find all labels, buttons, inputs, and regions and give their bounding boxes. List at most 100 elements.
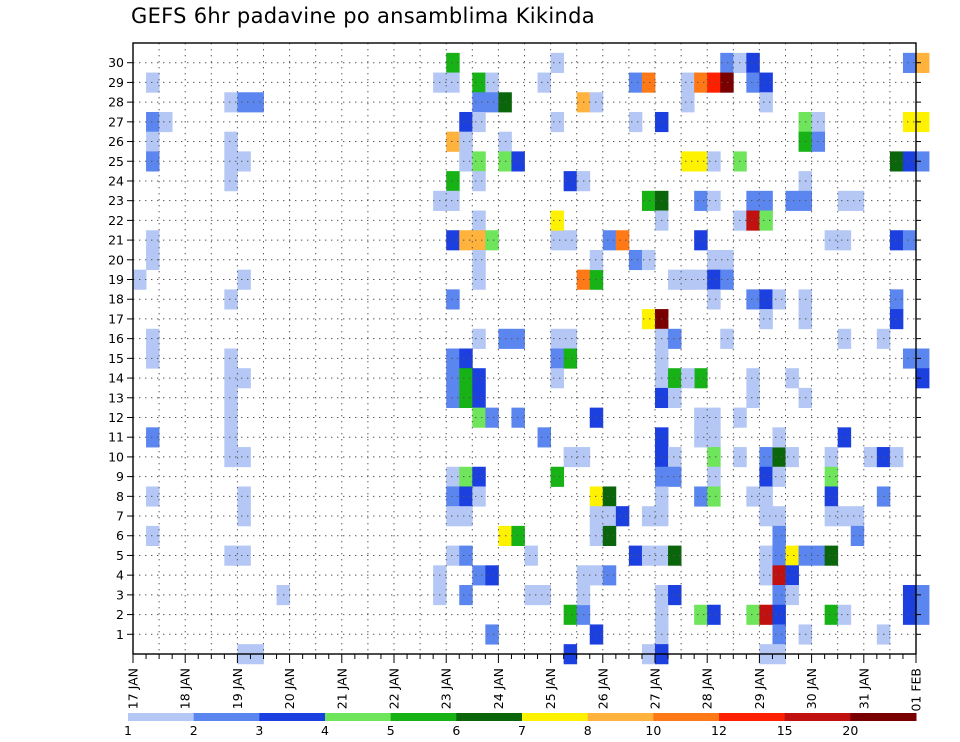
heatmap-cell — [602, 525, 617, 546]
heatmap-cell — [668, 545, 682, 566]
y-tick-label: 19 — [108, 272, 124, 287]
y-tick-label: 3 — [116, 587, 124, 602]
x-tick-label: 25 JAN — [543, 668, 558, 709]
heatmap-cell — [472, 171, 486, 192]
heatmap-cell — [641, 72, 656, 93]
heatmap-cell — [707, 604, 721, 625]
heatmap-cell — [589, 407, 604, 428]
heatmap-cell — [746, 368, 760, 389]
heatmap-cell — [863, 447, 878, 468]
heatmap-cell — [472, 72, 486, 93]
heatmap-cell — [446, 506, 460, 527]
heatmap-cell — [759, 604, 773, 625]
colorbar-swatch — [587, 713, 654, 721]
y-tick-label: 23 — [108, 193, 124, 208]
heatmap-cell — [668, 368, 682, 389]
heatmap-cell — [746, 387, 760, 409]
heatmap-cell — [459, 545, 473, 566]
heatmap-cell — [641, 506, 656, 527]
heatmap-cell — [563, 348, 578, 369]
heatmap-cell — [472, 368, 486, 389]
heatmap-cell — [224, 407, 238, 428]
heatmap-cell — [707, 407, 721, 428]
heatmap-cell — [459, 131, 473, 152]
heatmap-cell — [720, 249, 734, 271]
colorbar-swatch — [653, 713, 720, 721]
heatmap-cell — [759, 309, 773, 330]
heatmap-cell — [668, 387, 682, 409]
heatmap-cell — [759, 190, 773, 211]
colorbar-swatch — [522, 713, 589, 721]
y-tick-label: 1 — [116, 627, 124, 642]
heatmap-cell — [146, 525, 160, 546]
y-tick-label: 15 — [108, 351, 124, 366]
heatmap-cell — [916, 368, 930, 389]
heatmap-cell — [772, 525, 786, 546]
heatmap-cell — [146, 427, 160, 448]
heatmap-cell — [707, 190, 721, 211]
colorbar-swatch — [193, 713, 260, 721]
heatmap-cell — [916, 52, 930, 73]
colorbar-label: 5 — [387, 723, 395, 738]
heatmap-cell — [615, 230, 630, 251]
colorbar-swatch — [128, 713, 195, 721]
heatmap-cell — [146, 348, 160, 369]
heatmap-cell — [785, 447, 799, 468]
heatmap-cell — [224, 131, 238, 152]
heatmap-cell — [550, 328, 565, 349]
heatmap-cell — [694, 427, 708, 448]
heatmap-cell — [485, 92, 499, 113]
heatmap-cell — [550, 348, 565, 369]
heatmap-cell — [537, 427, 551, 448]
heatmap-cell — [707, 466, 721, 487]
heatmap-cell — [563, 604, 578, 625]
colorbar-label: 7 — [518, 723, 526, 738]
x-tick-label: 01 FEB — [909, 668, 924, 712]
y-tick-label: 26 — [108, 134, 124, 149]
y-tick-label: 7 — [116, 509, 124, 524]
heatmap-cell — [746, 72, 760, 93]
colorbar-label: 1 — [124, 723, 132, 738]
x-tick-label: 18 JAN — [178, 668, 193, 709]
heatmap-cell — [681, 151, 695, 172]
heatmap-cell — [916, 585, 930, 606]
heatmap-cell — [772, 545, 786, 566]
x-tick-label: 31 JAN — [856, 668, 871, 709]
heatmap-cell — [146, 111, 160, 133]
heatmap-cell — [759, 466, 773, 487]
heatmap-cell — [902, 52, 917, 73]
heatmap-cell — [681, 368, 695, 389]
heatmap-cell — [746, 190, 760, 211]
heatmap-cell — [446, 230, 460, 251]
y-tick-label: 17 — [108, 311, 124, 326]
x-tick-label: 24 JAN — [491, 668, 506, 709]
heatmap-cell — [902, 604, 917, 625]
heatmap-cell — [785, 545, 799, 566]
colorbar-swatch — [784, 713, 851, 721]
y-tick-label: 8 — [116, 489, 124, 504]
heatmap-cell — [720, 269, 734, 290]
heatmap-cell — [668, 466, 682, 487]
heatmap-cell — [707, 72, 721, 93]
heatmap-cell — [446, 348, 460, 369]
colorbar-swatch — [850, 713, 917, 721]
heatmap-cell — [563, 230, 578, 251]
heatmap-cell — [446, 171, 460, 192]
y-axis: 1234567891011121314151617181920212223242… — [108, 55, 921, 642]
heatmap-cell — [446, 486, 460, 507]
heatmap-cell — [224, 427, 238, 448]
heatmap-cell — [720, 72, 734, 93]
heatmap-cell — [472, 466, 486, 487]
y-tick-label: 13 — [108, 390, 124, 405]
heatmap-cell — [589, 269, 604, 290]
heatmap-cell — [589, 249, 604, 271]
heatmap-cell — [824, 230, 839, 251]
heatmap-cell — [850, 506, 865, 527]
heatmap-cell — [602, 230, 617, 251]
heatmap-cell — [785, 368, 799, 389]
heatmap-cell — [772, 585, 786, 606]
heatmap-cell — [237, 506, 251, 527]
heatmap-cell — [889, 151, 904, 172]
heatmap-cell — [146, 230, 160, 251]
heatmap-cell — [146, 249, 160, 271]
